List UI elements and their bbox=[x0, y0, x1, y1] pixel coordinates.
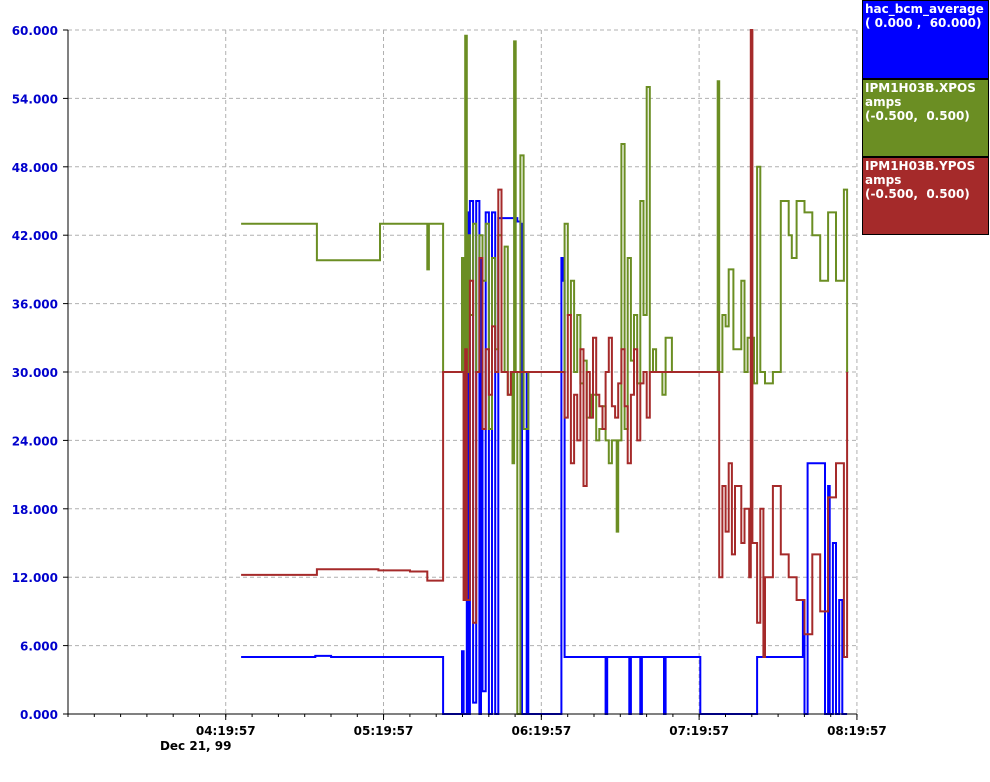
legend-ypos-name: IPM1H03B.YPOS bbox=[865, 159, 976, 173]
x-tick-label: 04:19:57 bbox=[196, 724, 256, 738]
x-tick-label: 06:19:57 bbox=[511, 724, 571, 738]
y-tick-label: 30.000 bbox=[12, 366, 58, 380]
y-tick-label: 60.000 bbox=[12, 24, 58, 38]
y-tick-label: 54.000 bbox=[12, 92, 58, 106]
legend-ypos-range: (-0.500, 0.500) bbox=[865, 187, 970, 201]
x-tick-label: 07:19:57 bbox=[669, 724, 729, 738]
legend-xpos-units: amps bbox=[865, 95, 902, 109]
x-tick-label: 08:19:57 bbox=[827, 724, 887, 738]
legend-hac-bcm-average[interactable]: hac_bcm_average ( 0.000 , 60.000) bbox=[862, 0, 989, 79]
series-lines bbox=[241, 29, 849, 715]
series-line-ipm1h03b-ypos bbox=[241, 29, 849, 658]
x-axis-ticks: 04:19:57 05:19:57 06:19:57 07:19:57 08:19:57… bbox=[67, 714, 887, 753]
grid-lines bbox=[68, 29, 858, 714]
y-tick-label: 12.000 bbox=[12, 571, 58, 585]
legend-xpos-range: (-0.500, 0.500) bbox=[865, 109, 970, 123]
legend-ypos-units: amps bbox=[865, 173, 902, 187]
x-date-label: Dec 21, 99 bbox=[160, 739, 232, 753]
legend-xpos[interactable]: IPM1H03B.XPOS amps (-0.500, 0.500) bbox=[862, 79, 989, 157]
y-tick-label: 0.000 bbox=[20, 708, 58, 722]
y-tick-label: 6.000 bbox=[20, 640, 58, 654]
legend-ypos[interactable]: IPM1H03B.YPOS amps (-0.500, 0.500) bbox=[862, 157, 989, 235]
y-tick-label: 24.000 bbox=[12, 434, 58, 448]
legend-hac-bcm-average-line1: hac_bcm_average bbox=[865, 2, 984, 16]
y-tick-label: 42.000 bbox=[12, 229, 58, 243]
series-line-ipm1h03b-xpos bbox=[241, 34, 849, 715]
y-tick-label: 36.000 bbox=[12, 298, 58, 312]
y-tick-label: 48.000 bbox=[12, 161, 58, 175]
x-tick-label: 05:19:57 bbox=[354, 724, 414, 738]
y-tick-label: 18.000 bbox=[12, 503, 58, 517]
y-axis-ticks: 0.000 6.000 12.000 18.000 24.000 30.000 36.000… bbox=[12, 24, 68, 722]
legend-xpos-name: IPM1H03B.XPOS bbox=[865, 81, 976, 95]
legend-hac-bcm-average-range: ( 0.000 , 60.000) bbox=[865, 16, 982, 30]
